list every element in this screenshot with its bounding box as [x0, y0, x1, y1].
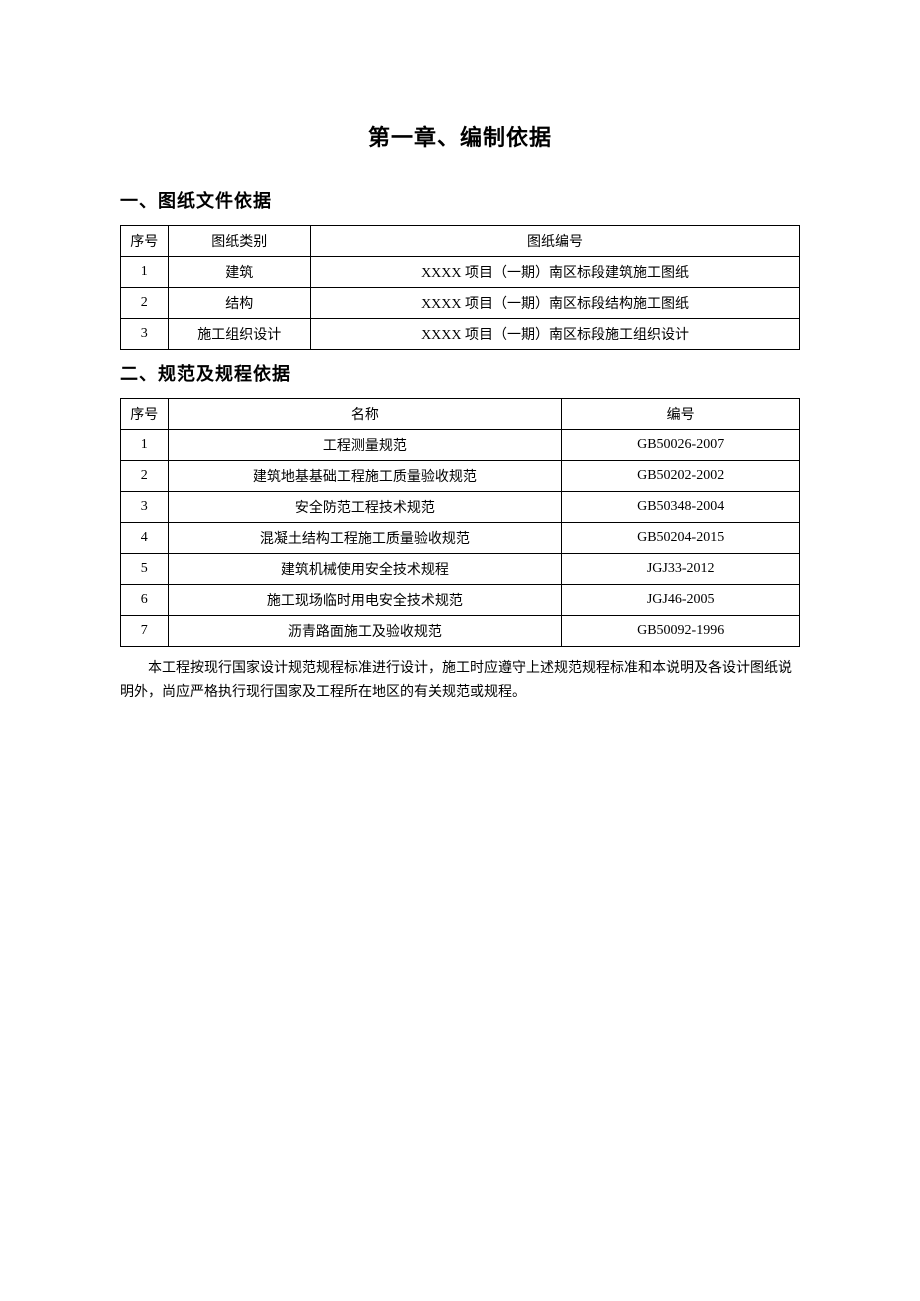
- table-row: 1 建筑 XXXX 项目（一期）南区标段建筑施工图纸: [121, 257, 800, 288]
- cell-seq: 3: [121, 319, 169, 350]
- cell-seq: 1: [121, 257, 169, 288]
- section2-title: 二、规范及规程依据: [120, 360, 800, 386]
- cell-name: 沥青路面施工及验收规范: [168, 616, 562, 647]
- cell-code: JGJ33-2012: [562, 554, 800, 585]
- table-row: 2 建筑地基基础工程施工质量验收规范 GB50202-2002: [121, 461, 800, 492]
- table-row: 5 建筑机械使用安全技术规程 JGJ33-2012: [121, 554, 800, 585]
- cell-code: GB50204-2015: [562, 523, 800, 554]
- cell-seq: 2: [121, 461, 169, 492]
- cell-seq: 6: [121, 585, 169, 616]
- cell-code: GB50026-2007: [562, 430, 800, 461]
- cell-seq: 1: [121, 430, 169, 461]
- chapter-title: 第一章、编制依据: [120, 120, 800, 152]
- cell-number: XXXX 项目（一期）南区标段结构施工图纸: [311, 288, 800, 319]
- section1-title: 一、图纸文件依据: [120, 187, 800, 213]
- table-standards: 序号 名称 编号 1 工程测量规范 GB50026-2007 2 建筑地基基础工…: [120, 398, 800, 647]
- cell-code: GB50092-1996: [562, 616, 800, 647]
- cell-number: XXXX 项目（一期）南区标段施工组织设计: [311, 319, 800, 350]
- cell-seq: 5: [121, 554, 169, 585]
- th-seq: 序号: [121, 399, 169, 430]
- table-drawings: 序号 图纸类别 图纸编号 1 建筑 XXXX 项目（一期）南区标段建筑施工图纸 …: [120, 225, 800, 350]
- cell-name: 安全防范工程技术规范: [168, 492, 562, 523]
- th-code: 编号: [562, 399, 800, 430]
- cell-name: 建筑地基基础工程施工质量验收规范: [168, 461, 562, 492]
- table-header-row: 序号 图纸类别 图纸编号: [121, 226, 800, 257]
- table-row: 6 施工现场临时用电安全技术规范 JGJ46-2005: [121, 585, 800, 616]
- table-row: 7 沥青路面施工及验收规范 GB50092-1996: [121, 616, 800, 647]
- cell-category: 结构: [168, 288, 311, 319]
- cell-code: GB50348-2004: [562, 492, 800, 523]
- cell-code: JGJ46-2005: [562, 585, 800, 616]
- footnote-text: 本工程按现行国家设计规范规程标准进行设计，施工时应遵守上述规范规程标准和本说明及…: [120, 657, 800, 705]
- cell-name: 建筑机械使用安全技术规程: [168, 554, 562, 585]
- table-row: 3 安全防范工程技术规范 GB50348-2004: [121, 492, 800, 523]
- table-header-row: 序号 名称 编号: [121, 399, 800, 430]
- th-category: 图纸类别: [168, 226, 311, 257]
- cell-category: 建筑: [168, 257, 311, 288]
- table-row: 3 施工组织设计 XXXX 项目（一期）南区标段施工组织设计: [121, 319, 800, 350]
- cell-category: 施工组织设计: [168, 319, 311, 350]
- cell-seq: 4: [121, 523, 169, 554]
- cell-seq: 7: [121, 616, 169, 647]
- cell-name: 施工现场临时用电安全技术规范: [168, 585, 562, 616]
- cell-name: 工程测量规范: [168, 430, 562, 461]
- cell-name: 混凝土结构工程施工质量验收规范: [168, 523, 562, 554]
- cell-code: GB50202-2002: [562, 461, 800, 492]
- cell-seq: 2: [121, 288, 169, 319]
- table-row: 4 混凝土结构工程施工质量验收规范 GB50204-2015: [121, 523, 800, 554]
- table-row: 1 工程测量规范 GB50026-2007: [121, 430, 800, 461]
- th-number: 图纸编号: [311, 226, 800, 257]
- th-name: 名称: [168, 399, 562, 430]
- cell-number: XXXX 项目（一期）南区标段建筑施工图纸: [311, 257, 800, 288]
- table-row: 2 结构 XXXX 项目（一期）南区标段结构施工图纸: [121, 288, 800, 319]
- cell-seq: 3: [121, 492, 169, 523]
- th-seq: 序号: [121, 226, 169, 257]
